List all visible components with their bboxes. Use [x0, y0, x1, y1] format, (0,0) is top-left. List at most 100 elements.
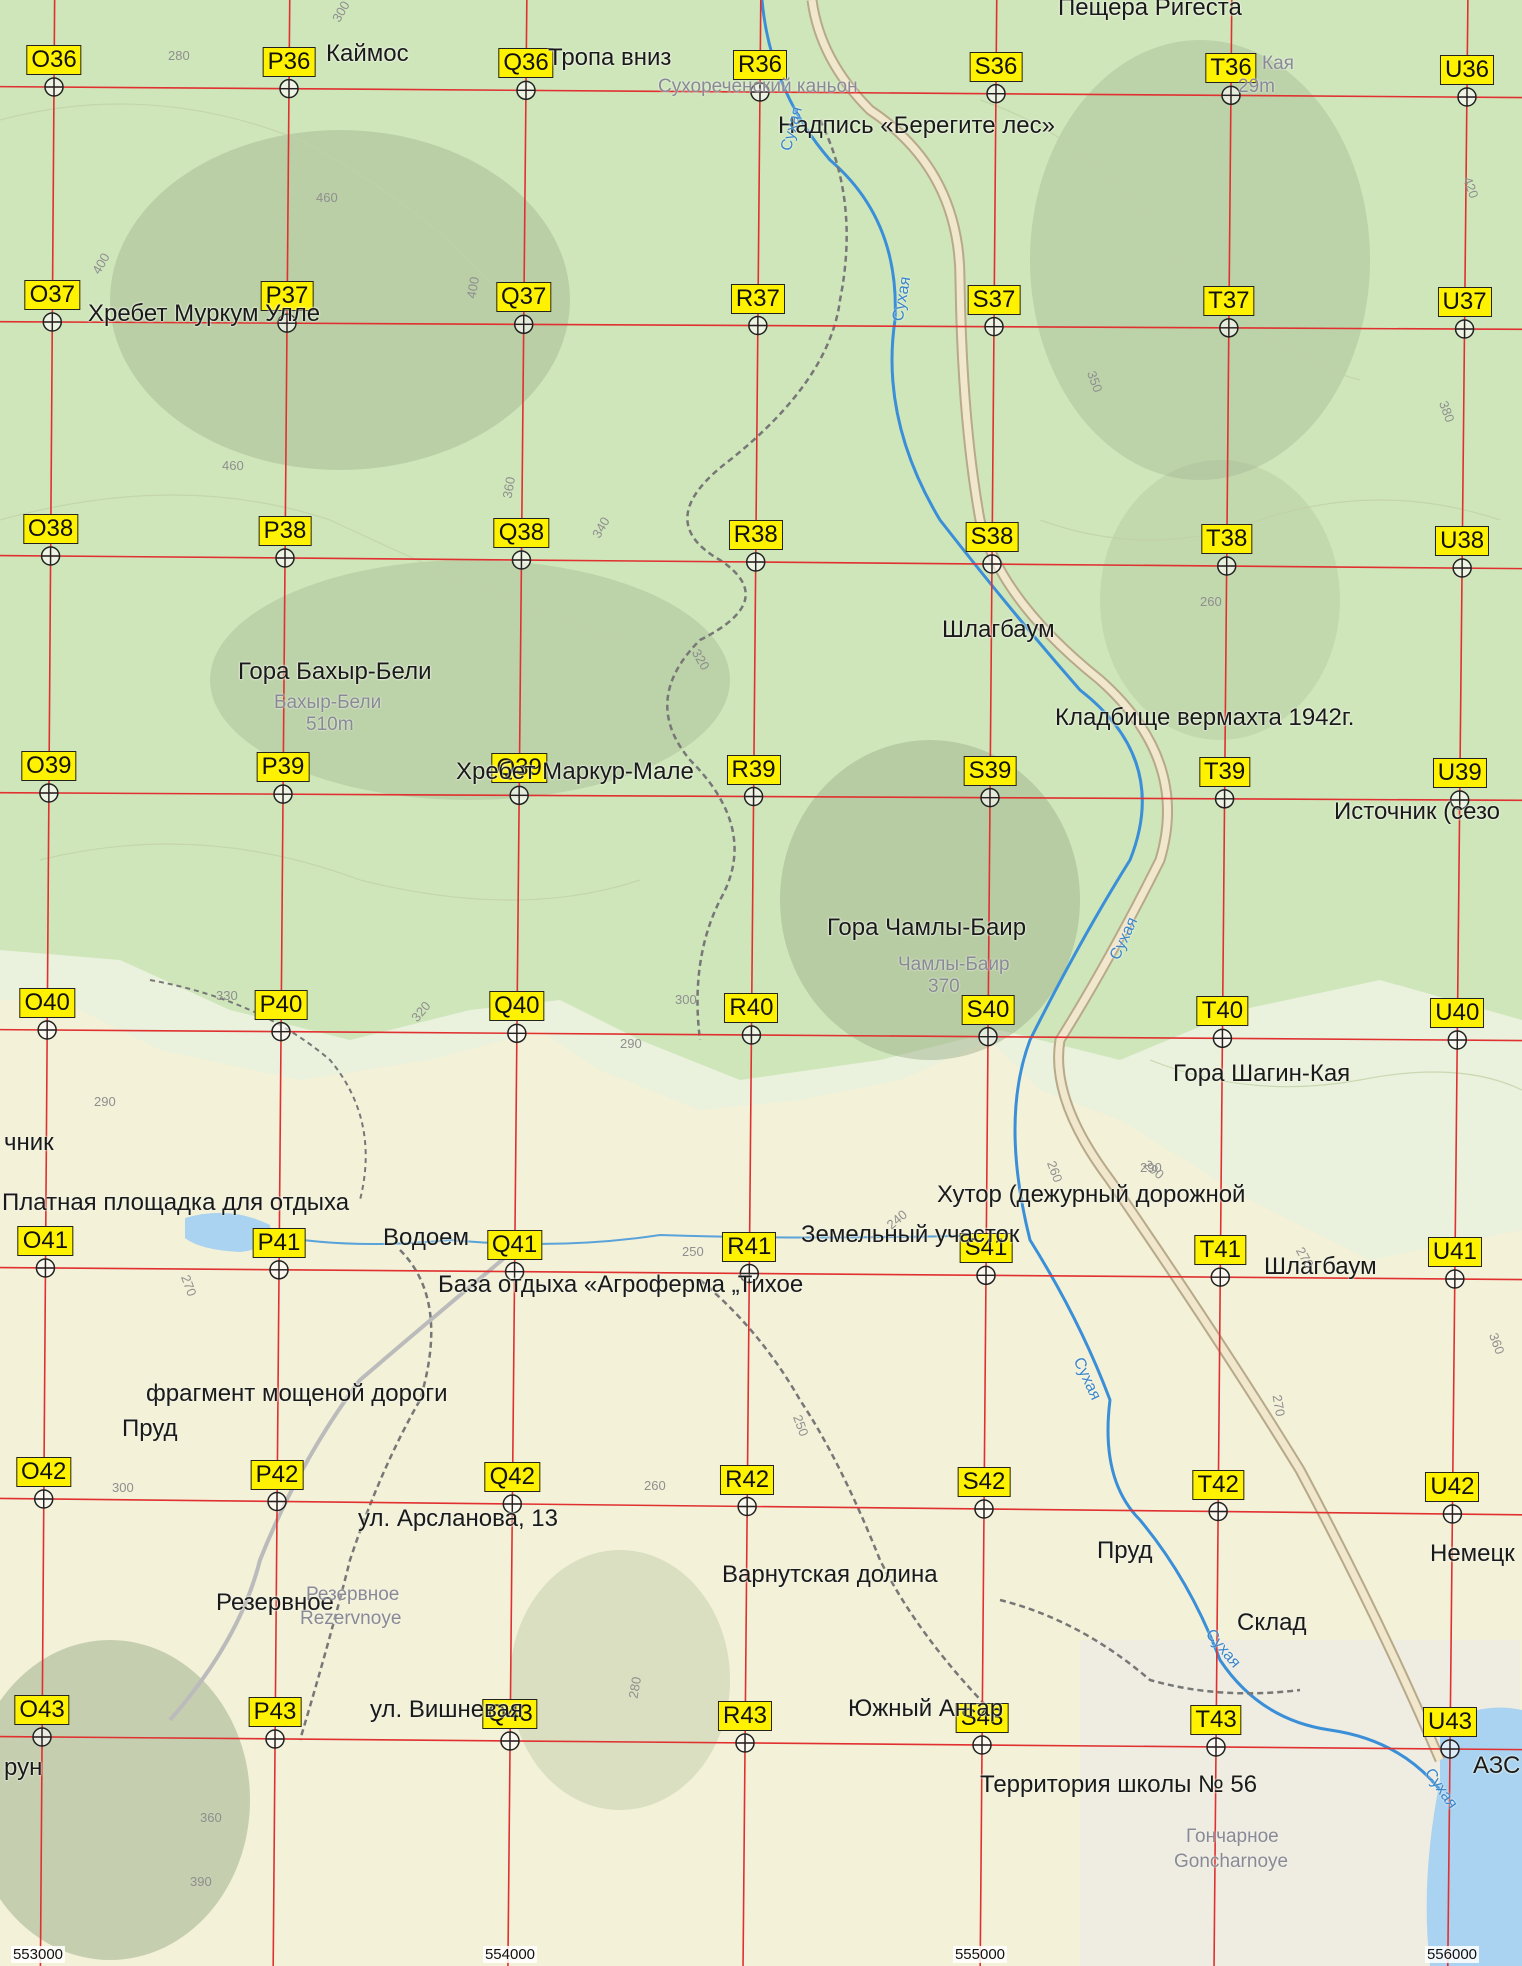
grid-label-R43[interactable]: R43: [717, 1701, 773, 1731]
grid-label-R40[interactable]: R40: [724, 993, 779, 1023]
place-barrier-east[interactable]: Шлагбаум: [1264, 1253, 1377, 1280]
place-cave-rigesta[interactable]: Пещера Ригеста: [1058, 0, 1242, 21]
place-mount-shagin-kaya[interactable]: Гора Шагин-Кая: [1173, 1060, 1351, 1087]
grid-label-U37[interactable]: U37: [1437, 287, 1492, 317]
grid-label-R36[interactable]: R36: [732, 50, 788, 80]
contour-label: 260: [1200, 594, 1222, 609]
grid-label-P37[interactable]: P37: [260, 281, 314, 312]
grid-label-T37[interactable]: T37: [1203, 285, 1255, 316]
place-farmstead[interactable]: Хутор (дежурный дорожной: [937, 1181, 1246, 1208]
place-vishnevaya-street[interactable]: ул. Вишневая: [370, 1696, 523, 1723]
grid-label-O37[interactable]: O37: [24, 280, 80, 310]
grid-crosshair-mark: [268, 1492, 286, 1511]
grid-label-T42[interactable]: T42: [1192, 1469, 1244, 1500]
place-gas-station[interactable]: АЗС: [1473, 1752, 1521, 1779]
grid-label-Q40[interactable]: Q40: [489, 991, 545, 1022]
grid-label-R42[interactable]: R42: [720, 1464, 775, 1495]
grid-label-U39[interactable]: U39: [1432, 758, 1487, 788]
place-barrier-north[interactable]: Шлагбаум: [942, 616, 1055, 643]
grid-label-R39[interactable]: R39: [726, 754, 781, 785]
grid-label-Q43[interactable]: Q43: [482, 1699, 538, 1729]
place-mount-chamly-bair[interactable]: Гора Чамлы-Баир: [827, 914, 1027, 941]
grid-label-O42[interactable]: O42: [16, 1457, 72, 1487]
place-kaimos[interactable]: Каймос: [326, 40, 409, 67]
place-tropa-vniz[interactable]: Тропа вниз: [548, 44, 672, 71]
place-nemetsk[interactable]: Немецк: [1430, 1540, 1515, 1567]
place-paid-rest-area[interactable]: Платная площадка для отдыха: [2, 1189, 350, 1216]
grid-label-P40[interactable]: P40: [254, 989, 308, 1020]
grid-label-R41[interactable]: R41: [722, 1231, 777, 1262]
place-paved-road-fragment[interactable]: фрагмент мощеной дороги: [146, 1380, 448, 1407]
grid-label-T40[interactable]: T40: [1196, 996, 1249, 1027]
grid-label-U42[interactable]: U42: [1425, 1472, 1480, 1502]
grid-label-T39[interactable]: T39: [1198, 756, 1251, 787]
grid-label-P41[interactable]: P41: [252, 1227, 306, 1258]
grid-label-O40[interactable]: O40: [19, 988, 75, 1018]
grid-crosshair-mark: [985, 317, 1003, 336]
place-land-plot[interactable]: Земельный участок: [801, 1221, 1020, 1248]
grid-label-S37[interactable]: S37: [967, 284, 1021, 315]
grid-label-O36[interactable]: O36: [26, 45, 82, 75]
place-varnutskaya-valley[interactable]: Варнутская долина: [722, 1561, 938, 1588]
place-wehrmacht-cemetery[interactable]: Кладбище вермахта 1942г.: [1055, 704, 1355, 731]
grid-label-P36[interactable]: P36: [262, 46, 316, 77]
grid-label-T36[interactable]: T36: [1205, 53, 1257, 84]
place-arslanova-street[interactable]: ул. Арсланова, 13: [358, 1505, 558, 1532]
place-south-hangar[interactable]: Южный Ангар: [848, 1695, 1004, 1722]
place-warehouse[interactable]: Склад: [1237, 1609, 1307, 1636]
grid-label-U38[interactable]: U38: [1435, 526, 1490, 556]
place-partial-run[interactable]: рун: [4, 1754, 43, 1781]
place-ridge-markur-male[interactable]: Хребет Маркур-Мале: [456, 758, 694, 785]
grid-label-S36[interactable]: S36: [969, 51, 1023, 82]
grid-label-O43[interactable]: O43: [14, 1695, 70, 1725]
place-vodoem[interactable]: Водоем: [383, 1224, 470, 1251]
grid-crosshair-mark: [503, 1495, 522, 1513]
grid-label-S41[interactable]: S41: [959, 1233, 1013, 1264]
place-spring[interactable]: Источник (сезо: [1334, 798, 1501, 825]
place-pond-west[interactable]: Пруд: [122, 1415, 178, 1442]
grid-crosshair-mark: [276, 549, 294, 567]
place-pond-east[interactable]: Пруд: [1097, 1537, 1153, 1564]
grid-label-Q37[interactable]: Q37: [496, 282, 552, 313]
contour-label: 390: [190, 1874, 212, 1889]
place-school-56[interactable]: Территория школы № 56: [980, 1771, 1258, 1798]
place-ridge-murkum-ulle[interactable]: Хребет Муркум Улле: [88, 300, 321, 327]
grid-label-P38[interactable]: P38: [258, 516, 312, 546]
grid-label-S40[interactable]: S40: [961, 994, 1015, 1025]
grid-label-U43[interactable]: U43: [1422, 1707, 1478, 1737]
grid-crosshair-mark: [34, 1490, 53, 1508]
place-partial-west[interactable]: чник: [4, 1129, 54, 1156]
grid-label-Q39[interactable]: Q39: [491, 753, 547, 784]
grid-label-T38[interactable]: T38: [1201, 524, 1253, 554]
grid-label-Q42[interactable]: Q42: [484, 1462, 540, 1492]
grid-label-Q36[interactable]: Q36: [498, 48, 554, 79]
grid-label-P43[interactable]: P43: [248, 1697, 302, 1727]
grid-label-T41[interactable]: T41: [1194, 1235, 1246, 1266]
grid-label-S43[interactable]: S43: [955, 1703, 1009, 1733]
grid-label-U41[interactable]: U41: [1427, 1237, 1482, 1267]
maptext-rezervnoye-ru: Резервное: [306, 1584, 400, 1605]
grid-label-Q38[interactable]: Q38: [493, 518, 550, 548]
grid-label-Q41[interactable]: Q41: [486, 1229, 543, 1260]
place-inscription[interactable]: Надпись «Берегите лес»: [778, 112, 1055, 139]
grid-label-R38[interactable]: R38: [728, 520, 783, 550]
place-mount-bakhyr-beli[interactable]: Гора Бахыр-Бели: [238, 658, 432, 685]
grid-label-S42[interactable]: S42: [957, 1467, 1011, 1497]
grid-label-P39[interactable]: P39: [256, 752, 310, 783]
grid-label-S39[interactable]: S39: [963, 755, 1017, 786]
grid-label-R37[interactable]: R37: [730, 283, 785, 314]
place-agroferma-base[interactable]: База отдыха «Агроферма „Тихое: [438, 1271, 804, 1298]
place-rezervnoye[interactable]: Резервное: [216, 1589, 334, 1616]
grid-crosshair-mark: [33, 1728, 51, 1746]
grid-crosshair-mark: [45, 78, 63, 96]
grid-label-U40[interactable]: U40: [1430, 998, 1485, 1028]
grid-label-O41[interactable]: O41: [17, 1226, 74, 1256]
grid-label-T43[interactable]: T43: [1190, 1705, 1242, 1735]
grid-label-O39[interactable]: O39: [21, 751, 77, 781]
grid-label-O38[interactable]: O38: [22, 514, 79, 544]
grid-label-P42[interactable]: P42: [250, 1459, 304, 1490]
grid-label-S38[interactable]: S38: [965, 522, 1019, 552]
grid-label-U36[interactable]: U36: [1439, 55, 1495, 85]
